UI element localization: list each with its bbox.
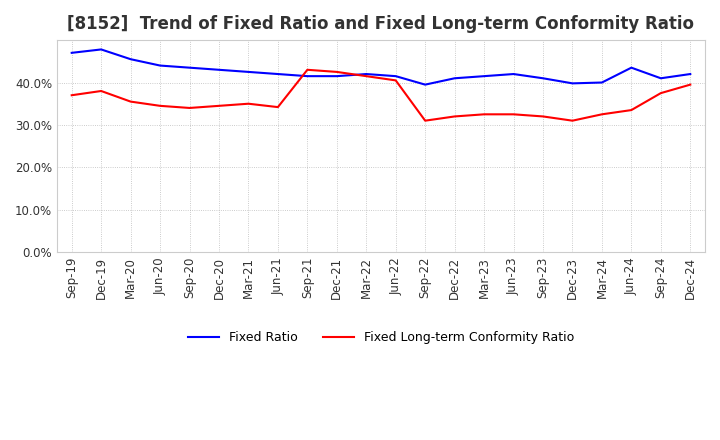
Fixed Ratio [362, 71, 371, 77]
Fixed Long-term Conformity Ratio [686, 82, 695, 87]
Fixed Long-term Conformity Ratio [68, 92, 76, 98]
Fixed Ratio [97, 47, 106, 52]
Title: [8152]  Trend of Fixed Ratio and Fixed Long-term Conformity Ratio: [8152] Trend of Fixed Ratio and Fixed Lo… [68, 15, 695, 33]
Fixed Ratio [657, 76, 665, 81]
Fixed Long-term Conformity Ratio [480, 112, 488, 117]
Fixed Ratio [421, 82, 430, 87]
Fixed Ratio [303, 73, 312, 79]
Fixed Ratio [480, 73, 488, 79]
Fixed Ratio [156, 63, 164, 68]
Fixed Long-term Conformity Ratio [97, 88, 106, 94]
Fixed Long-term Conformity Ratio [657, 91, 665, 96]
Fixed Long-term Conformity Ratio [215, 103, 223, 109]
Fixed Long-term Conformity Ratio [598, 112, 606, 117]
Fixed Long-term Conformity Ratio [392, 78, 400, 83]
Fixed Ratio [215, 67, 223, 73]
Fixed Long-term Conformity Ratio [244, 101, 253, 106]
Legend: Fixed Ratio, Fixed Long-term Conformity Ratio: Fixed Ratio, Fixed Long-term Conformity … [183, 326, 580, 349]
Fixed Long-term Conformity Ratio [568, 118, 577, 123]
Fixed Long-term Conformity Ratio [450, 114, 459, 119]
Fixed Ratio [333, 73, 341, 79]
Fixed Ratio [568, 81, 577, 86]
Fixed Ratio [450, 76, 459, 81]
Fixed Long-term Conformity Ratio [303, 67, 312, 73]
Fixed Long-term Conformity Ratio [539, 114, 547, 119]
Fixed Long-term Conformity Ratio [333, 69, 341, 74]
Fixed Long-term Conformity Ratio [509, 112, 518, 117]
Fixed Long-term Conformity Ratio [156, 103, 164, 109]
Fixed Ratio [68, 50, 76, 55]
Fixed Long-term Conformity Ratio [362, 73, 371, 79]
Fixed Ratio [392, 73, 400, 79]
Fixed Long-term Conformity Ratio [185, 105, 194, 110]
Fixed Ratio [244, 69, 253, 74]
Fixed Long-term Conformity Ratio [627, 107, 636, 113]
Fixed Long-term Conformity Ratio [274, 104, 282, 110]
Fixed Ratio [126, 57, 135, 62]
Fixed Ratio [598, 80, 606, 85]
Fixed Ratio [686, 71, 695, 77]
Fixed Long-term Conformity Ratio [421, 118, 430, 123]
Fixed Ratio [627, 65, 636, 70]
Line: Fixed Long-term Conformity Ratio: Fixed Long-term Conformity Ratio [72, 70, 690, 121]
Fixed Ratio [509, 71, 518, 77]
Fixed Ratio [185, 65, 194, 70]
Fixed Ratio [274, 71, 282, 77]
Fixed Ratio [539, 76, 547, 81]
Fixed Long-term Conformity Ratio [126, 99, 135, 104]
Line: Fixed Ratio: Fixed Ratio [72, 49, 690, 84]
